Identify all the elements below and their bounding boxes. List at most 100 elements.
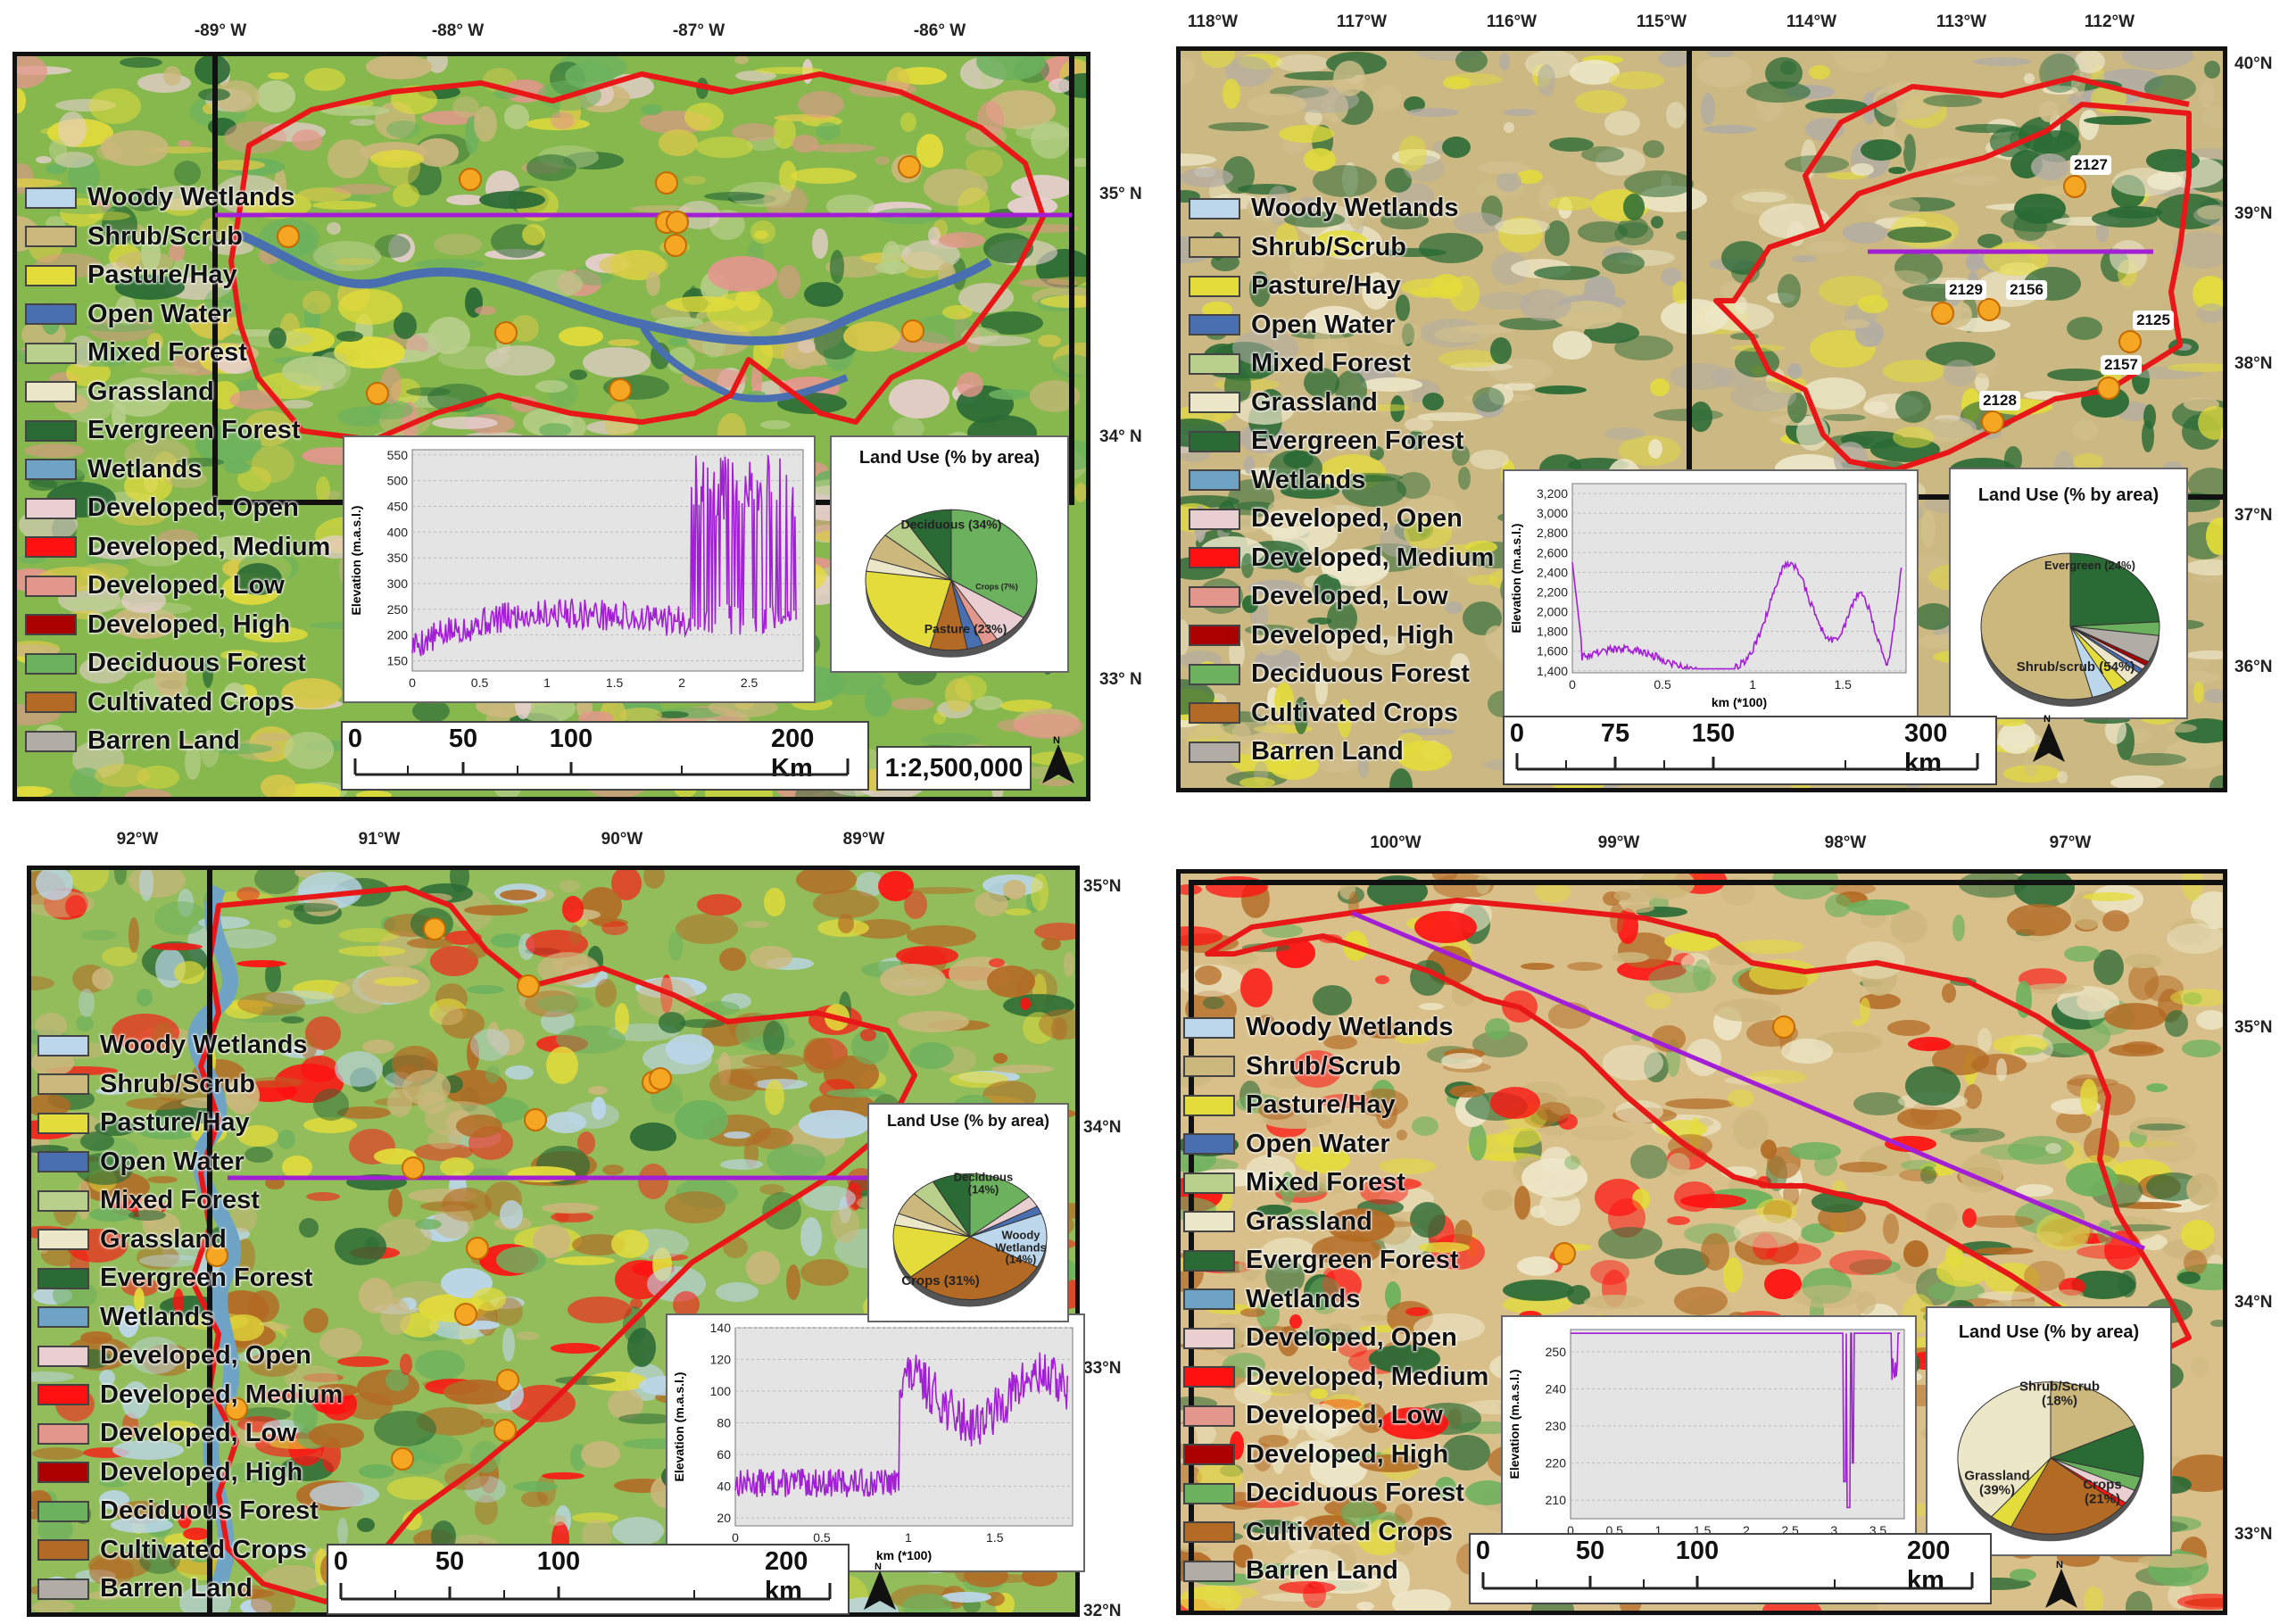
pie-slice-label: Evergreen (24%) (2044, 559, 2135, 573)
y-axis-label: Elevation (m.a.s.l.) (1509, 524, 1523, 634)
sampling-site-marker[interactable] (454, 1303, 477, 1326)
latitude-label: 35°N (1083, 877, 1122, 896)
north-label: N (875, 1562, 882, 1572)
legend-item: Cultivated Crops (25, 684, 330, 723)
legend-label: Wetlands (100, 1302, 215, 1331)
x-tick-label: 0 (1567, 1523, 1574, 1537)
legend-swatch (37, 1384, 89, 1406)
sampling-site-marker[interactable] (277, 225, 300, 248)
legend-item: Developed, Low (1189, 577, 1494, 617)
legend-item: Woody Wetlands (1183, 1008, 1488, 1048)
longitude-label: -86° W (913, 21, 966, 40)
sampling-site-marker[interactable] (493, 1419, 517, 1442)
legend-swatch (1183, 1249, 1235, 1272)
legend-label: Developed, Open (1251, 504, 1463, 534)
site-id-label: 2127 (2070, 155, 2111, 175)
sampling-site-marker[interactable] (459, 168, 482, 191)
legend-item: Developed, Open (1183, 1319, 1488, 1358)
pie-slice (969, 1172, 1031, 1238)
legend-item: Wetlands (1189, 461, 1494, 501)
north-label: N (2056, 1560, 2063, 1570)
legend-label: Barren Land (1246, 1556, 1398, 1586)
scale-label: 50 (435, 1547, 465, 1576)
pie-slice (909, 1236, 1039, 1301)
elevation-profile-chart: 140 120 100 80 60 40 20 0 0.5 1 1.5 km (*100) Elevat… (666, 1313, 1085, 1572)
sampling-site-marker[interactable] (1772, 1015, 1795, 1039)
legend-swatch (1183, 1172, 1235, 1194)
legend-label: Evergreen Forest (100, 1264, 313, 1293)
sampling-site-marker[interactable] (225, 1397, 248, 1421)
pie-slice-label: Woody Wetlands (14%) (995, 1228, 1047, 1266)
pie-slice-label: Shrub/Scrub (18%) (2019, 1379, 2101, 1408)
sampling-site-marker[interactable] (1981, 410, 2004, 434)
latitude-label: 36°N (2234, 658, 2273, 676)
sampling-site-marker[interactable] (901, 319, 924, 343)
plot-area (1571, 483, 1907, 674)
sampling-site-marker[interactable] (2118, 330, 2142, 353)
legend-swatch (1183, 1327, 1235, 1349)
y-tick-label: 210 (1546, 1493, 1567, 1507)
sampling-site-marker[interactable] (391, 1447, 414, 1471)
river (238, 230, 992, 345)
sampling-site-marker[interactable] (366, 382, 389, 405)
sampling-site-marker[interactable] (898, 155, 921, 178)
y-axis-label: Elevation (m.a.s.l.) (349, 506, 363, 616)
watershed-boundary (1545, 1023, 2066, 1313)
legend-label: Pasture/Hay (87, 261, 237, 290)
legend-item: Deciduous Forest (25, 644, 330, 684)
sampling-site-marker[interactable] (466, 1237, 489, 1260)
legend-swatch (1189, 469, 1240, 492)
legend-label: Open Water (1251, 310, 1396, 339)
y-tick-label: 200 (387, 628, 409, 642)
land-use-pie-chart: Land Use (% by area) Shrub/Scrub (18%) Gr… (1926, 1306, 2172, 1556)
sampling-site-marker[interactable] (402, 1156, 425, 1180)
y-tick-label: 1,600 (1537, 644, 1568, 659)
sampling-site-marker[interactable] (494, 321, 518, 344)
legend-label: Developed, High (1246, 1439, 1449, 1469)
scale-label: 200 km (765, 1547, 808, 1605)
sampling-site-marker[interactable] (664, 234, 687, 257)
longitude-label: 113°W (1936, 12, 1987, 31)
sampling-site-marker[interactable] (1553, 1242, 1576, 1265)
legend-swatch (37, 1229, 89, 1251)
sampling-site-marker[interactable] (423, 917, 446, 940)
legend-swatch (1189, 236, 1240, 259)
x-tick-label: 1.5 (986, 1530, 1004, 1545)
sampling-site-marker[interactable] (655, 171, 678, 195)
x-tick-label: 2.5 (741, 675, 759, 690)
legend-label: Cultivated Crops (1246, 1517, 1454, 1546)
x-tick-label: 0.5 (813, 1530, 831, 1545)
sampling-site-marker[interactable] (666, 211, 689, 234)
legend-item: Developed, Medium (25, 528, 330, 568)
pie-slice (2049, 1425, 2144, 1478)
scale-label: 100 (1675, 1537, 1720, 1565)
sampling-site-marker[interactable] (517, 974, 540, 998)
legend-item: Cultivated Crops (1183, 1513, 1488, 1553)
legend-swatch (37, 1578, 89, 1600)
scale-label: 300 km (1904, 719, 1948, 777)
legend-label: Woody Wetlands (87, 183, 295, 212)
legend-label: Developed, Open (87, 493, 299, 523)
sampling-site-marker[interactable] (2063, 175, 2086, 198)
sampling-site-marker[interactable] (609, 378, 632, 402)
sampling-site-marker[interactable] (205, 1244, 228, 1267)
sampling-site-marker[interactable] (496, 1369, 519, 1392)
sampling-site-marker[interactable] (1977, 298, 2001, 321)
y-tick-label: 80 (717, 1416, 731, 1430)
land-use-pie-chart: Land Use (% by area) Deciduous (34%) Past… (830, 435, 1069, 673)
pie-slice (2050, 1381, 2135, 1459)
legend-swatch (1189, 625, 1240, 647)
legend-label: Shrub/Scrub (1246, 1051, 1402, 1081)
sampling-site-marker[interactable] (2097, 377, 2120, 400)
x-axis-label: km (*100) (876, 1548, 932, 1562)
legend-item: Shrub/Scrub (37, 1065, 343, 1105)
sampling-site-marker[interactable] (1931, 302, 1954, 325)
y-tick-label: 150 (387, 653, 409, 667)
legend-label: Mixed Forest (1251, 349, 1411, 378)
legend-swatch (1189, 430, 1240, 452)
legend-label: Open Water (1246, 1129, 1390, 1158)
sampling-site-marker[interactable] (524, 1108, 547, 1131)
longitude-label: 100°W (1370, 833, 1422, 852)
legend-label: Mixed Forest (1246, 1168, 1405, 1197)
sampling-site-marker[interactable] (649, 1067, 672, 1090)
